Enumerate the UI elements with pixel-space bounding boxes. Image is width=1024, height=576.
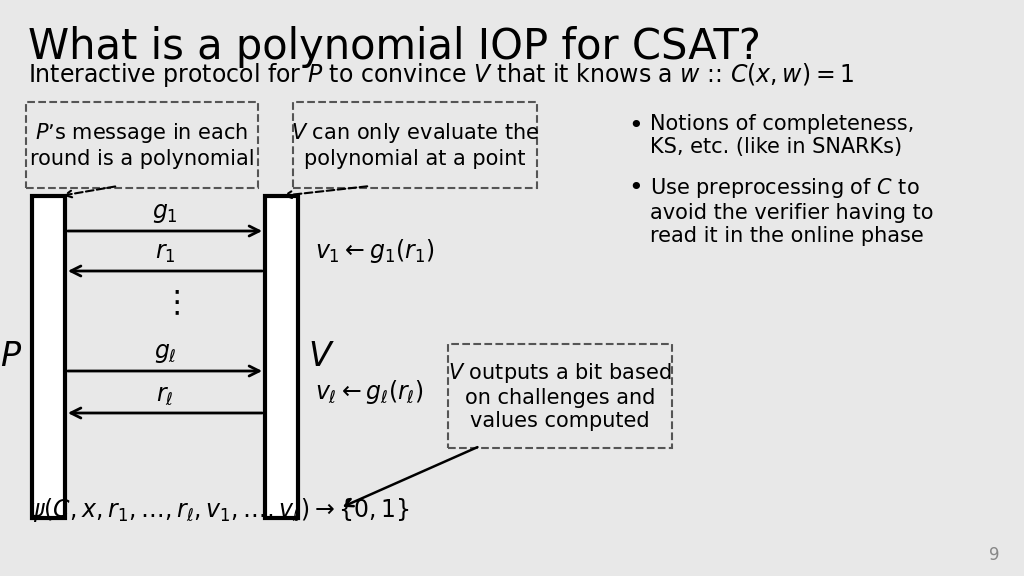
FancyBboxPatch shape — [26, 102, 258, 188]
Text: $g_1$: $g_1$ — [153, 202, 178, 225]
Text: Interactive protocol for $P$ to convince $V$ that it knows a $w$ :: $C(x,w) = 1$: Interactive protocol for $P$ to convince… — [28, 61, 854, 89]
Text: $g_\ell$: $g_\ell$ — [154, 342, 176, 365]
Text: $v_1 \leftarrow g_1(r_1)$: $v_1 \leftarrow g_1(r_1)$ — [315, 237, 434, 265]
Bar — [32, 196, 65, 518]
Text: $P$’s message in each
round is a polynomial: $P$’s message in each round is a polynom… — [30, 122, 254, 169]
Text: Use preprocessing of $C$ to
avoid the verifier having to
read it in the online p: Use preprocessing of $C$ to avoid the ve… — [650, 176, 934, 247]
Text: $V$: $V$ — [308, 341, 335, 373]
Text: $v_\ell \leftarrow g_\ell(r_\ell)$: $v_\ell \leftarrow g_\ell(r_\ell)$ — [315, 378, 424, 406]
Text: $r_\ell$: $r_\ell$ — [157, 384, 174, 407]
FancyBboxPatch shape — [449, 344, 672, 448]
Text: •: • — [628, 114, 643, 138]
Text: 9: 9 — [989, 546, 1000, 564]
Bar — [265, 196, 298, 518]
Text: $V$ outputs a bit based
on challenges and
values computed: $V$ outputs a bit based on challenges an… — [449, 361, 672, 431]
Text: $\vdots$: $\vdots$ — [161, 289, 179, 318]
Text: Notions of completeness,
KS, etc. (like in SNARKs): Notions of completeness, KS, etc. (like … — [650, 114, 914, 157]
Text: $P$: $P$ — [0, 341, 22, 373]
Text: $r_1$: $r_1$ — [155, 242, 175, 265]
Text: What is a polynomial IOP for CSAT?: What is a polynomial IOP for CSAT? — [28, 26, 761, 68]
Text: $V$ can only evaluate the
polynomial at a point: $V$ can only evaluate the polynomial at … — [291, 122, 540, 169]
Text: •: • — [628, 176, 643, 200]
FancyBboxPatch shape — [293, 102, 537, 188]
Text: $\psi(C, x, r_1, \ldots, r_\ell, v_1, \ldots, v_\ell) \rightarrow \{0, 1\}$: $\psi(C, x, r_1, \ldots, r_\ell, v_1, \l… — [28, 496, 410, 524]
